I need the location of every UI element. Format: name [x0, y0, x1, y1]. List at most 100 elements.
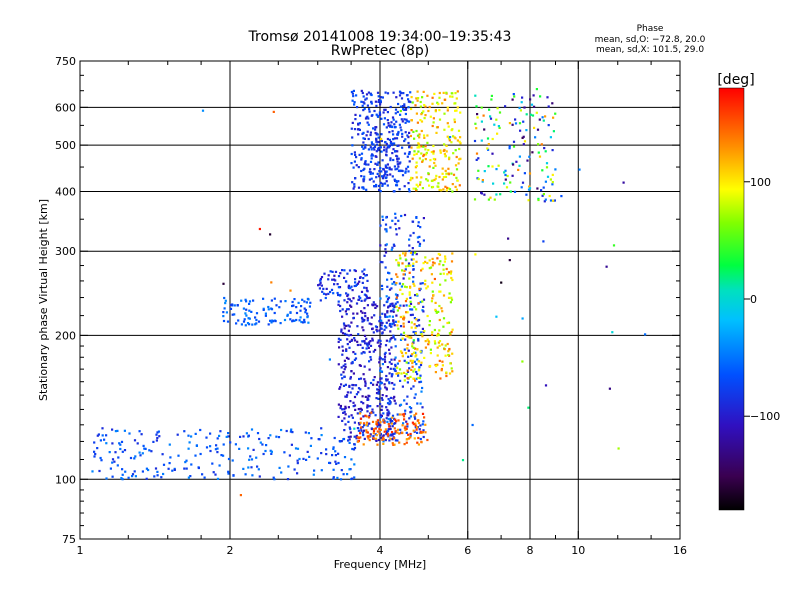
- phase-point: [379, 416, 382, 419]
- phase-point: [209, 432, 212, 435]
- phase-point: [343, 456, 347, 459]
- phase-point: [442, 325, 445, 328]
- phase-point: [406, 134, 409, 137]
- phase-point: [392, 310, 395, 313]
- phase-point: [486, 137, 490, 140]
- phase-point: [279, 322, 282, 325]
- phase-point: [406, 369, 409, 372]
- phase-point: [448, 292, 451, 295]
- phase-point: [498, 126, 501, 129]
- phase-point: [446, 109, 449, 112]
- phase-point: [358, 437, 361, 440]
- phase-point: [366, 104, 369, 107]
- phase-point: [383, 421, 386, 424]
- phase-point: [369, 171, 372, 174]
- phase-point: [352, 372, 355, 375]
- phase-point: [383, 146, 386, 149]
- phase-point: [337, 303, 340, 306]
- phase-point: [391, 433, 394, 436]
- phase-point: [391, 152, 394, 155]
- phase-point: [222, 311, 225, 314]
- phase-point: [364, 312, 367, 315]
- phase-point: [156, 474, 159, 477]
- phase-point: [414, 294, 417, 297]
- phase-point: [399, 126, 402, 129]
- phase-point: [396, 294, 399, 297]
- phase-point: [360, 290, 364, 293]
- phase-point: [422, 305, 425, 308]
- phase-point: [442, 317, 446, 320]
- phase-point: [374, 325, 378, 328]
- phase-point: [491, 152, 494, 155]
- phase-point: [446, 321, 449, 325]
- phase-point: [344, 407, 347, 410]
- phase-point: [373, 145, 377, 148]
- phase-point: [225, 435, 228, 438]
- phase-point: [551, 173, 554, 176]
- phase-point: [339, 293, 342, 297]
- phase-point: [389, 142, 392, 145]
- phase-point: [361, 326, 364, 329]
- phase-point: [357, 298, 360, 301]
- phase-point: [450, 172, 453, 175]
- phase-point: [338, 440, 341, 443]
- phase-point: [316, 457, 319, 460]
- phase-point: [396, 431, 399, 434]
- phase-point: [422, 239, 425, 242]
- phase-point: [409, 375, 412, 378]
- phase-point: [367, 387, 370, 390]
- y-tick-label: 100: [55, 473, 76, 486]
- phase-point: [444, 175, 448, 178]
- phase-point: [443, 348, 446, 351]
- phase-point: [382, 442, 385, 445]
- phase-point: [401, 135, 404, 138]
- phase-point: [432, 144, 435, 148]
- phase-point: [441, 364, 444, 367]
- phase-point: [355, 434, 358, 437]
- phase-point: [359, 297, 362, 300]
- phase-point: [264, 314, 267, 317]
- phase-point: [350, 90, 353, 94]
- phase-point: [93, 450, 96, 453]
- phase-point: [447, 321, 451, 324]
- phase-point: [247, 447, 250, 450]
- phase-point: [366, 130, 369, 133]
- phase-point: [418, 287, 421, 290]
- phase-point: [214, 448, 217, 451]
- phase-point: [133, 470, 136, 473]
- phase-point: [440, 367, 443, 371]
- phase-point: [341, 353, 344, 356]
- phase-point: [255, 456, 258, 459]
- phase-point: [359, 421, 362, 424]
- phase-point: [401, 132, 404, 135]
- phase-point: [447, 137, 451, 140]
- phase-point: [353, 160, 356, 163]
- phase-point: [339, 404, 342, 408]
- phase-point: [401, 169, 404, 173]
- phase-point: [385, 295, 388, 298]
- phase-point: [381, 96, 384, 99]
- phase-point: [359, 407, 362, 410]
- phase-point: [393, 443, 396, 446]
- phase-point: [387, 410, 390, 413]
- phase-point: [337, 415, 340, 418]
- phase-point: [439, 283, 442, 286]
- phase-point: [375, 328, 378, 331]
- phase-point: [387, 429, 390, 432]
- phase-point: [560, 195, 563, 198]
- phase-point: [372, 430, 376, 433]
- phase-point: [445, 91, 448, 94]
- phase-point: [412, 423, 415, 426]
- phase-point: [177, 454, 180, 457]
- phase-point: [381, 435, 384, 438]
- phase-point: [368, 434, 371, 437]
- phase-point: [605, 265, 608, 268]
- phase-point: [242, 435, 245, 438]
- phase-point: [405, 311, 408, 314]
- phase-point: [408, 145, 411, 148]
- phase-point: [389, 159, 392, 162]
- phase-point: [411, 361, 414, 365]
- phase-point: [407, 152, 411, 156]
- phase-point: [456, 90, 459, 93]
